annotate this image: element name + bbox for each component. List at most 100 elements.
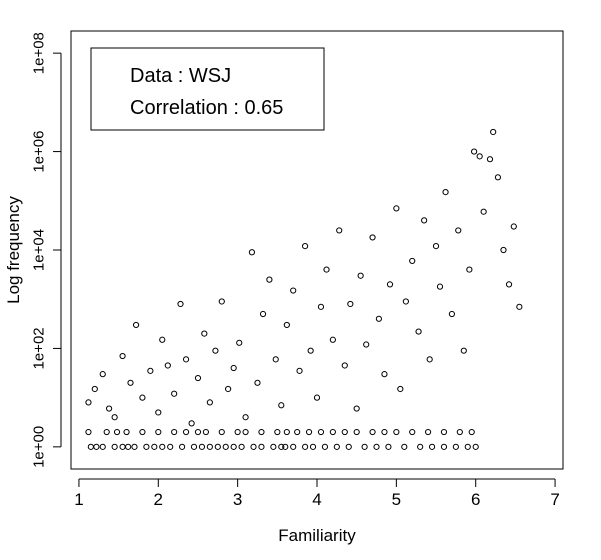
data-point: [155, 409, 162, 416]
data-point: [151, 443, 158, 450]
data-point: [85, 428, 92, 436]
data-point: [301, 443, 309, 450]
y-tick-label: 1e+00: [31, 426, 48, 468]
legend: Data : WSJ Correlation : 0.65: [90, 47, 325, 131]
data-point: [103, 428, 110, 436]
data-point: [472, 443, 479, 450]
x-tick-label: 5: [392, 490, 401, 509]
data-point: [119, 443, 126, 450]
data-point: [171, 428, 178, 436]
data-point: [345, 443, 352, 450]
data-point: [415, 328, 422, 335]
data-point: [225, 385, 232, 393]
data-point: [178, 443, 186, 450]
data-point: [480, 208, 487, 215]
data-point: [333, 443, 340, 450]
data-point: [99, 371, 106, 378]
data-point: [466, 266, 473, 273]
data-point: [147, 367, 154, 374]
data-point: [313, 394, 321, 401]
data-point: [476, 153, 483, 160]
data-point: [369, 428, 376, 436]
data-point: [486, 156, 494, 163]
data-point: [236, 339, 243, 346]
data-point: [290, 443, 297, 450]
data-point: [381, 371, 388, 378]
data-point: [357, 272, 364, 279]
data-point: [321, 443, 329, 450]
data-point: [301, 243, 309, 250]
data-point: [230, 364, 237, 372]
data-point: [309, 443, 317, 450]
data-point: [139, 428, 146, 436]
data-point: [201, 330, 208, 337]
data-point: [452, 443, 459, 450]
data-point: [283, 428, 290, 436]
data-point: [278, 402, 285, 409]
data-point: [294, 428, 301, 436]
legend-line-correlation: Correlation : 0.65: [130, 97, 283, 119]
x-tick-label: 3: [233, 490, 242, 509]
data-point: [242, 428, 249, 436]
data-point: [190, 443, 198, 450]
data-point: [409, 257, 416, 265]
data-point: [85, 399, 92, 406]
data-point: [99, 443, 106, 450]
data-point: [188, 420, 195, 427]
data-point: [305, 428, 313, 436]
data-point: [490, 128, 497, 136]
data-point: [125, 443, 132, 450]
data-point: [212, 347, 219, 354]
data-point: [401, 443, 408, 450]
data-point: [440, 443, 448, 450]
x-tick-label: 2: [154, 490, 163, 509]
data-point: [283, 321, 290, 329]
data-point: [167, 443, 174, 450]
data-point: [222, 443, 229, 450]
y-axis-label: Log frequency: [4, 196, 23, 304]
data-point: [111, 414, 118, 421]
data-point: [432, 243, 440, 250]
data-point: [393, 205, 400, 212]
data-point: [363, 341, 370, 348]
data-point: [336, 227, 343, 234]
data-point: [91, 385, 98, 393]
data-point: [455, 227, 462, 234]
data-point: [494, 174, 502, 181]
data-point: [402, 298, 409, 305]
data-point: [119, 352, 126, 360]
data-point: [464, 443, 471, 450]
data-point: [317, 428, 325, 436]
data-point: [424, 428, 432, 436]
plot-frame: [70, 30, 564, 470]
data-point: [393, 428, 400, 436]
legend-box: [90, 47, 325, 131]
data-point: [131, 443, 138, 450]
y-tick-label: 1e+06: [31, 131, 48, 173]
data-point: [177, 300, 184, 308]
data-point: [194, 374, 202, 382]
data-point: [468, 428, 475, 436]
data-point: [238, 443, 245, 450]
data-point: [381, 428, 388, 436]
data-point: [282, 443, 289, 450]
data-point: [123, 428, 130, 436]
data-point: [471, 148, 478, 155]
data-point: [460, 347, 467, 354]
data-point: [258, 443, 265, 450]
y-tick-label: 1e+08: [31, 32, 48, 74]
y-tick-label: 1e+02: [31, 327, 48, 369]
data-point: [270, 443, 277, 450]
data-point: [230, 443, 237, 450]
data-point: [242, 414, 249, 421]
data-point: [421, 217, 428, 224]
data-point: [373, 443, 380, 450]
data-point: [159, 443, 166, 450]
data-point: [323, 266, 330, 273]
y-axis: 1e+00 1e+02 1e+04 1e+06 1e+08: [31, 32, 62, 468]
data-point: [111, 443, 118, 450]
data-point: [347, 300, 354, 308]
data-point: [317, 303, 325, 310]
x-axis-label: Familiarity: [278, 526, 356, 545]
data-point: [290, 287, 297, 294]
